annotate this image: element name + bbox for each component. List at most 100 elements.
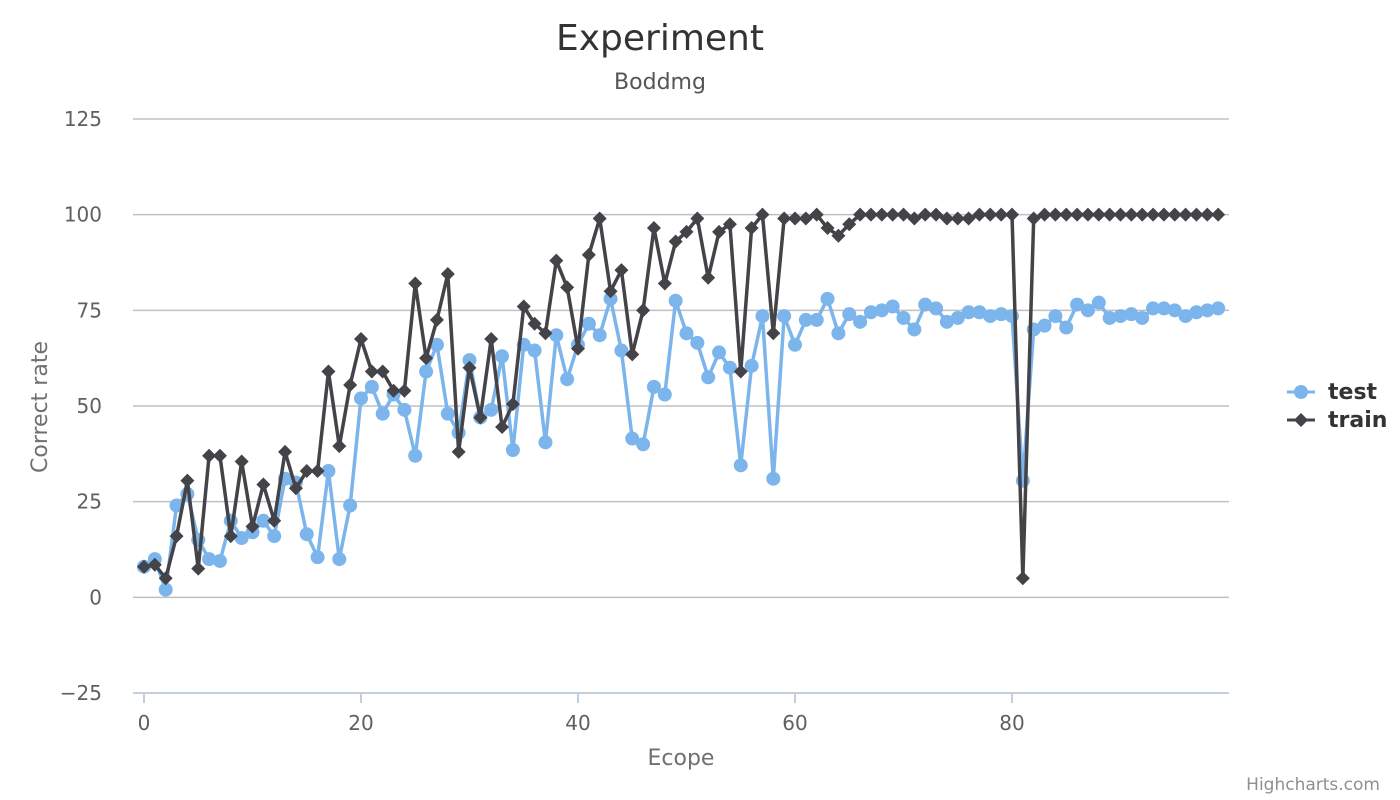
- data-point-test[interactable]: [462, 353, 477, 368]
- data-point-train[interactable]: [234, 454, 249, 469]
- data-point-test[interactable]: [212, 553, 227, 568]
- data-point-train[interactable]: [1167, 207, 1182, 222]
- data-point-train[interactable]: [386, 383, 401, 398]
- data-point-train[interactable]: [419, 351, 434, 366]
- data-point-train[interactable]: [321, 364, 336, 379]
- data-point-test[interactable]: [321, 464, 336, 479]
- data-point-test[interactable]: [1135, 310, 1150, 325]
- data-point-train[interactable]: [950, 211, 965, 226]
- data-point-test[interactable]: [169, 498, 184, 513]
- data-point-train[interactable]: [158, 571, 173, 586]
- data-point-train[interactable]: [245, 519, 260, 534]
- data-point-test[interactable]: [614, 343, 629, 358]
- data-point-test[interactable]: [1070, 297, 1085, 312]
- data-point-train[interactable]: [972, 207, 987, 222]
- data-point-train[interactable]: [288, 481, 303, 496]
- legend-item-train[interactable]: train: [1287, 408, 1387, 433]
- data-point-test[interactable]: [332, 552, 347, 567]
- data-point-train[interactable]: [581, 247, 596, 262]
- data-point-train[interactable]: [267, 513, 282, 528]
- data-point-train[interactable]: [1189, 207, 1204, 222]
- data-point-train[interactable]: [451, 444, 466, 459]
- data-point-train[interactable]: [191, 561, 206, 576]
- data-point-test[interactable]: [885, 299, 900, 314]
- data-point-train[interactable]: [668, 234, 683, 249]
- data-point-train[interactable]: [538, 326, 553, 341]
- data-point-test[interactable]: [1113, 309, 1128, 324]
- data-point-test[interactable]: [592, 328, 607, 343]
- data-point-train[interactable]: [983, 207, 998, 222]
- data-point-test[interactable]: [1059, 320, 1074, 335]
- data-point-train[interactable]: [798, 211, 813, 226]
- data-point-train[interactable]: [1102, 207, 1117, 222]
- data-point-test[interactable]: [202, 552, 217, 567]
- data-point-train[interactable]: [516, 299, 531, 314]
- data-point-test[interactable]: [343, 498, 358, 513]
- data-point-train[interactable]: [364, 364, 379, 379]
- data-point-train[interactable]: [646, 221, 661, 236]
- data-point-train[interactable]: [147, 557, 162, 572]
- data-point-train[interactable]: [831, 228, 846, 243]
- data-point-test[interactable]: [657, 387, 672, 402]
- data-point-train[interactable]: [1178, 207, 1193, 222]
- data-point-test[interactable]: [527, 343, 542, 358]
- data-point-test[interactable]: [256, 513, 271, 528]
- data-point-test[interactable]: [939, 314, 954, 329]
- data-point-test[interactable]: [907, 322, 922, 337]
- data-point-train[interactable]: [874, 207, 889, 222]
- data-point-test[interactable]: [798, 312, 813, 327]
- data-point-test[interactable]: [234, 531, 249, 546]
- data-point-test[interactable]: [158, 582, 173, 597]
- data-point-train[interactable]: [885, 207, 900, 222]
- data-point-test[interactable]: [722, 360, 737, 375]
- data-point-train[interactable]: [408, 276, 423, 291]
- data-point-train[interactable]: [896, 207, 911, 222]
- data-point-test[interactable]: [755, 309, 770, 324]
- data-point-train[interactable]: [625, 347, 640, 362]
- data-point-test[interactable]: [733, 458, 748, 473]
- data-point-train[interactable]: [1080, 207, 1095, 222]
- data-point-train[interactable]: [354, 332, 368, 347]
- data-point-train[interactable]: [820, 221, 835, 236]
- data-point-train[interactable]: [1048, 207, 1063, 222]
- data-point-test[interactable]: [1178, 309, 1193, 324]
- data-point-test[interactable]: [1015, 473, 1030, 488]
- data-point-test[interactable]: [918, 297, 933, 312]
- data-point-train[interactable]: [278, 444, 293, 459]
- data-point-train[interactable]: [679, 224, 694, 239]
- data-point-train[interactable]: [1070, 207, 1085, 222]
- data-point-test[interactable]: [679, 326, 694, 341]
- data-point-train[interactable]: [722, 217, 737, 232]
- data-point-test[interactable]: [874, 303, 889, 318]
- data-point-test[interactable]: [538, 435, 553, 450]
- data-point-test[interactable]: [267, 529, 282, 544]
- data-point-test[interactable]: [690, 335, 705, 350]
- data-point-test[interactable]: [766, 471, 781, 486]
- legend-item-test[interactable]: test: [1287, 380, 1378, 405]
- data-point-train[interactable]: [994, 207, 1009, 222]
- data-point-train[interactable]: [310, 464, 325, 479]
- data-point-test[interactable]: [744, 358, 759, 373]
- data-point-train[interactable]: [495, 420, 510, 435]
- data-point-test[interactable]: [603, 291, 618, 306]
- data-point-test[interactable]: [1167, 303, 1182, 318]
- data-point-train[interactable]: [180, 473, 195, 488]
- data-point-test[interactable]: [961, 305, 976, 320]
- data-point-train[interactable]: [462, 360, 477, 375]
- data-point-test[interactable]: [397, 402, 412, 417]
- data-point-train[interactable]: [1005, 207, 1019, 222]
- data-point-test[interactable]: [863, 305, 878, 320]
- data-point-train[interactable]: [202, 448, 217, 463]
- data-point-train[interactable]: [169, 529, 184, 544]
- data-point-train[interactable]: [809, 207, 824, 222]
- data-point-train[interactable]: [755, 207, 770, 222]
- data-point-train[interactable]: [1037, 207, 1052, 222]
- data-point-train[interactable]: [484, 332, 499, 347]
- data-point-train[interactable]: [223, 529, 238, 544]
- data-point-test[interactable]: [364, 379, 379, 394]
- data-point-test[interactable]: [994, 307, 1009, 322]
- data-point-test[interactable]: [549, 328, 564, 343]
- data-point-test[interactable]: [701, 370, 716, 385]
- data-point-train[interactable]: [1113, 207, 1128, 222]
- data-point-test[interactable]: [1048, 309, 1063, 324]
